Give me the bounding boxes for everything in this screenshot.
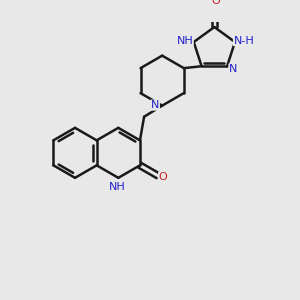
Text: N: N — [229, 64, 237, 74]
Text: O: O — [159, 172, 167, 182]
Text: N-H: N-H — [233, 36, 254, 46]
Text: NH: NH — [176, 36, 193, 46]
Text: NH: NH — [109, 182, 125, 192]
Text: O: O — [212, 0, 220, 7]
Text: N: N — [151, 100, 159, 110]
